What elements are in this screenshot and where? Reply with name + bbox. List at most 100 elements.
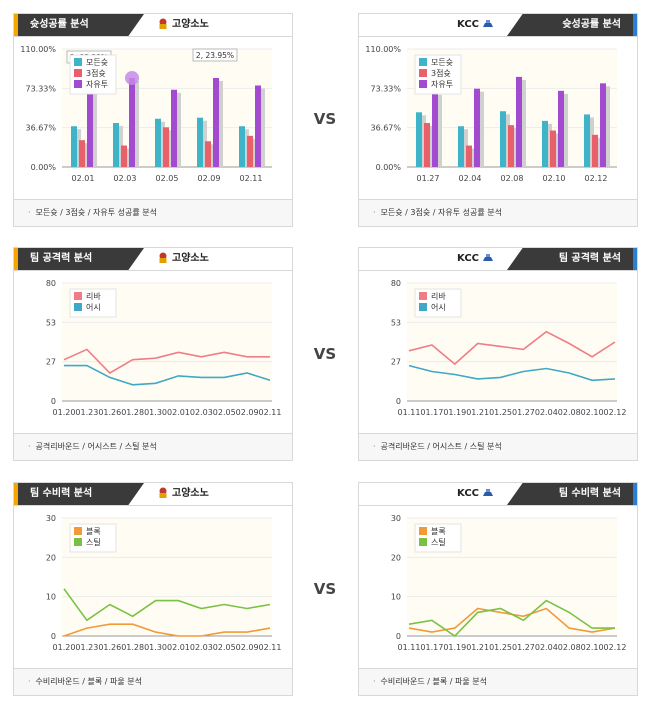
bar [71, 126, 77, 167]
x-tick-label: 02.12 [604, 408, 627, 417]
panel-footer: · 공격리바운드 / 어시스트 / 스틸 분석 [14, 433, 292, 460]
legend-label: 자유투 [86, 80, 108, 89]
y-tick-label: 0.00% [376, 163, 402, 172]
panel-title: 팀 공격력 분석 [14, 248, 144, 270]
legend-label: 리바 [86, 291, 101, 301]
panel-shooting-sono: 슛성공률 분석 고양소노 110.00% 73.33% 36.67% 0.00% 02.… [13, 13, 293, 227]
team-label: KCC [457, 248, 497, 270]
bar-shadow [522, 79, 526, 167]
x-tick-label: 02.01 [167, 643, 190, 652]
team-label: 고양소노 [154, 14, 209, 36]
team-name: KCC [457, 253, 479, 264]
y-tick-label: 36.67% [370, 124, 401, 133]
bar [113, 123, 119, 167]
vs-label: VS [313, 110, 337, 128]
footer-text: 공격리바운드 / 어시스트 / 스틸 분석 [380, 442, 502, 451]
legend-label: 모든슛 [431, 58, 453, 67]
chart-svg: 110.00% 73.33% 36.67% 0.00% 01.27 02.04 02.08 0… [365, 45, 617, 183]
footer-text: 공격리바운드 / 어시스트 / 스틸 분석 [35, 442, 157, 451]
bar [592, 134, 598, 167]
bar [129, 77, 135, 167]
y-tick-label: 10 [391, 593, 401, 602]
panel-defense-sono: 팀 수비력 분석 고양소노 30 20 10 0 01.20 01.23 01.26 01.2… [13, 482, 293, 696]
legend-swatch [74, 69, 82, 77]
legend-label: 3점슛 [86, 68, 106, 78]
series-line [408, 599, 615, 638]
bar [171, 89, 177, 167]
bar [466, 145, 472, 167]
panel-header: 슛성공률 분석 KCC [359, 14, 637, 37]
panel-offense-kcc: 팀 공격력 분석 KCC 80 53 27 0 01.11 01.17 01.19 01.21… [358, 247, 638, 461]
vs-label: VS [313, 345, 337, 363]
legend-swatch [419, 538, 427, 546]
x-tick-label: 02.11 [240, 174, 263, 183]
bar [558, 90, 564, 167]
series-line [408, 364, 616, 382]
x-tick-label: 01.28 [121, 408, 144, 417]
x-tick-label: 01.17 [420, 408, 443, 417]
panel-footer: · 모든슛 / 3점슛 / 자유투 성공률 분석 [14, 199, 292, 226]
panel-header: 슛성공률 분석 고양소노 [14, 14, 292, 37]
x-tick-label: 01.21 [466, 408, 489, 417]
x-tick-label: 02.09 [198, 174, 221, 183]
bullet-icon: · [373, 677, 376, 686]
panel-title: 슛성공률 분석 [507, 14, 637, 36]
y-tick-label: 73.33% [370, 84, 401, 93]
legend-label: 자유투 [431, 80, 453, 89]
panel-offense-sono: 팀 공격력 분석 고양소노 80 53 27 0 01.20 01.23 01.26 01.2… [13, 247, 293, 461]
bar [121, 145, 127, 167]
y-tick-label: 30 [46, 514, 56, 523]
x-tick-label: 01.28 [121, 643, 144, 652]
bar [247, 135, 253, 167]
x-tick-label: 01.20 [53, 408, 76, 417]
bar [600, 83, 606, 167]
x-tick-label: 01.26 [98, 643, 121, 652]
x-tick-label: 02.10 [581, 643, 604, 652]
legend-swatch [419, 303, 427, 311]
x-tick-label: 02.09 [236, 643, 259, 652]
panel-footer: · 모든슛 / 3점슛 / 자유투 성공률 분석 [359, 199, 637, 226]
bar [516, 76, 522, 167]
x-tick-label: 02.09 [236, 408, 259, 417]
bar [432, 91, 438, 167]
bullet-icon: · [373, 208, 376, 217]
x-tick-label: 01.27 [417, 174, 440, 183]
x-tick-label: 01.17 [420, 643, 443, 652]
x-tick-label: 02.10 [581, 408, 604, 417]
bar-shadow [261, 88, 265, 167]
bar [213, 77, 219, 167]
x-tick-label: 02.04 [459, 174, 482, 183]
team-name: 고양소노 [172, 488, 209, 499]
series-line [64, 364, 271, 386]
legend-label: 모든슛 [86, 58, 108, 67]
x-tick-label: 01.11 [398, 643, 421, 652]
panel-footer: · 수비리바운드 / 블록 / 파울 분석 [359, 668, 637, 695]
chart-area: 30 20 10 0 01.20 01.23 01.26 01.28 01.30 02.01 02.… [14, 506, 292, 676]
legend-swatch [419, 58, 427, 66]
y-tick-label: 30 [391, 514, 401, 523]
bar [550, 130, 556, 167]
legend-swatch [74, 292, 82, 300]
y-tick-label: 20 [46, 553, 56, 562]
panel-footer: · 공격리바운드 / 어시스트 / 스틸 분석 [359, 433, 637, 460]
footer-text: 모든슛 / 3점슛 / 자유투 성공률 분석 [380, 208, 502, 217]
team-logo-icon [157, 16, 169, 29]
bar-shadow [438, 94, 442, 167]
chart-area: 80 53 27 0 01.20 01.23 01.26 01.28 01.30 02.01 02.… [14, 271, 292, 441]
bullet-icon: · [28, 442, 31, 451]
hover-marker [125, 70, 139, 85]
x-tick-label: 01.23 [75, 408, 98, 417]
x-tick-label: 02.04 [535, 643, 558, 652]
y-tick-label: 0 [51, 632, 56, 641]
legend-swatch [74, 527, 82, 535]
x-tick-label: 02.08 [558, 643, 581, 652]
x-tick-label: 01.19 [443, 408, 466, 417]
team-label: KCC [457, 483, 497, 505]
bar [500, 111, 506, 167]
bar [197, 117, 203, 167]
x-tick-label: 01.25 [489, 408, 512, 417]
x-tick-label: 02.05 [213, 408, 236, 417]
team-name: KCC [457, 488, 479, 499]
